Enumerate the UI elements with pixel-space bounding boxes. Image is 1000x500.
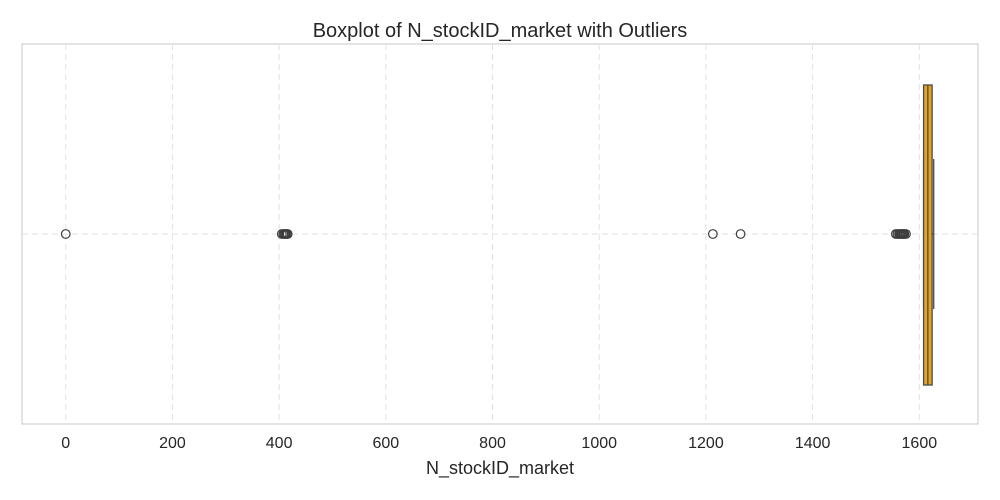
x-tick-label: 1600 (902, 435, 938, 452)
plot-area (21, 43, 979, 425)
x-tick-label: 0 (61, 435, 70, 452)
x-axis-label: N_stockID_market (426, 458, 574, 479)
outlier-point (282, 229, 293, 239)
x-tick-label: 1200 (688, 435, 724, 452)
x-tick-label: 400 (266, 435, 293, 452)
outlier-point (60, 229, 71, 239)
x-tick-label: 1000 (581, 435, 617, 452)
x-tick-label: 800 (479, 435, 506, 452)
outlier-points (60, 229, 911, 239)
x-tick-label: 1400 (795, 435, 831, 452)
box-group (922, 84, 935, 386)
outlier-point (901, 229, 911, 239)
outlier-point (707, 229, 718, 239)
x-axis-ticks: 0 200 400 600 800 1000 1200 1400 1600 (61, 435, 937, 452)
x-tick-label: 200 (159, 435, 186, 452)
x-tick-label: 600 (372, 435, 399, 452)
outlier-point (735, 229, 746, 239)
chart-title: Boxplot of N_stockID_market with Outlier… (313, 20, 688, 42)
